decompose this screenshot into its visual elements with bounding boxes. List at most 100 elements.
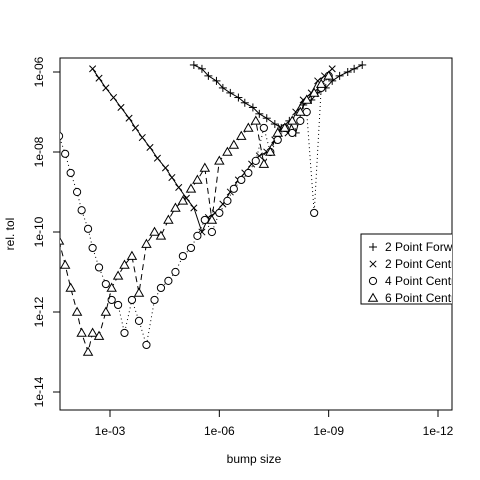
series-1 [89, 65, 336, 236]
data-point [142, 340, 151, 350]
data-point [61, 149, 70, 158]
data-point [107, 295, 116, 305]
data-point [88, 243, 97, 253]
data-point [82, 346, 94, 356]
data-point [133, 287, 145, 297]
data-point [301, 94, 312, 104]
legend-box [360, 233, 452, 305]
series-line [92, 68, 333, 234]
data-point [237, 175, 246, 185]
data-point [119, 259, 130, 269]
data-point [215, 208, 224, 218]
data-point [186, 243, 196, 253]
data-point [204, 71, 213, 80]
x-tick-label: 1e-03 [95, 424, 126, 438]
data-point [328, 65, 336, 73]
plot-area [44, 60, 367, 356]
data-point [251, 156, 260, 165]
data-point [60, 132, 64, 141]
x-axis-label: bump size [227, 452, 282, 466]
data-point [87, 327, 98, 337]
data-point [310, 208, 319, 218]
data-point [288, 128, 297, 138]
data-point [101, 279, 110, 289]
legend-label: 2 Point Forward [385, 240, 470, 254]
data-point [240, 98, 249, 107]
series-line [60, 75, 330, 346]
data-point [138, 133, 146, 142]
data-point [335, 71, 344, 80]
data-point [272, 127, 283, 137]
data-point [60, 237, 65, 245]
data-point [175, 183, 183, 191]
data-point [89, 65, 97, 73]
data-point [155, 230, 167, 240]
data-point [255, 109, 264, 118]
data-point [141, 238, 152, 248]
data-point [94, 263, 104, 272]
data-point [295, 106, 306, 116]
y-tick-label: 1e-12 [32, 296, 46, 327]
data-point [286, 115, 298, 125]
data-point [262, 114, 271, 123]
data-point [77, 206, 86, 215]
series-line [60, 75, 330, 354]
data-point [134, 316, 144, 325]
data-point [93, 330, 105, 340]
data-point [190, 204, 198, 212]
y-tick-label: 1e-08 [32, 136, 46, 167]
data-point [149, 226, 160, 236]
data-point [126, 250, 138, 260]
data-point [168, 173, 176, 182]
data-point [218, 83, 227, 92]
data-point [153, 154, 161, 162]
data-point [234, 93, 243, 102]
data-point [259, 123, 268, 133]
data-point [236, 130, 247, 140]
data-point [296, 116, 305, 125]
data-point [161, 164, 170, 172]
data-point [113, 300, 123, 310]
legend-marker [368, 276, 378, 286]
y-axis-label: rel. tol [3, 218, 17, 251]
data-point [315, 78, 327, 88]
data-point [178, 251, 187, 261]
legend-label: 4 Point Central [385, 274, 464, 288]
data-point [207, 227, 216, 237]
legend-label: 6 Point Central [385, 291, 464, 305]
data-point [60, 259, 71, 269]
data-point [112, 270, 124, 280]
data-point [131, 124, 140, 132]
data-point [358, 60, 367, 69]
series-2 [44, 71, 333, 350]
legend-marker [369, 260, 377, 268]
data-point [50, 115, 57, 122]
data-point [177, 195, 189, 205]
data-point [44, 96, 51, 103]
data-point [71, 306, 83, 316]
data-point [279, 122, 291, 132]
legend-label: 2 Point Central [385, 257, 464, 271]
data-point [243, 122, 254, 132]
y-tick-label: 1e-06 [32, 56, 46, 87]
data-point [156, 283, 166, 293]
series-0 [189, 60, 367, 137]
data-point [323, 70, 334, 80]
data-point [189, 60, 198, 69]
data-point [146, 143, 154, 151]
data-point [222, 146, 233, 156]
data-point [164, 276, 173, 285]
data-point [95, 74, 103, 82]
data-point [200, 215, 209, 225]
data-point [44, 188, 53, 196]
data-point [199, 162, 211, 172]
series-line [193, 64, 363, 135]
data-point [223, 196, 232, 205]
legend-marker [367, 292, 379, 302]
x-tick-label: 1e-09 [313, 424, 344, 438]
data-point [250, 115, 262, 125]
data-point [66, 168, 75, 178]
y-tick-label: 1e-14 [32, 376, 46, 407]
data-point [65, 282, 76, 292]
